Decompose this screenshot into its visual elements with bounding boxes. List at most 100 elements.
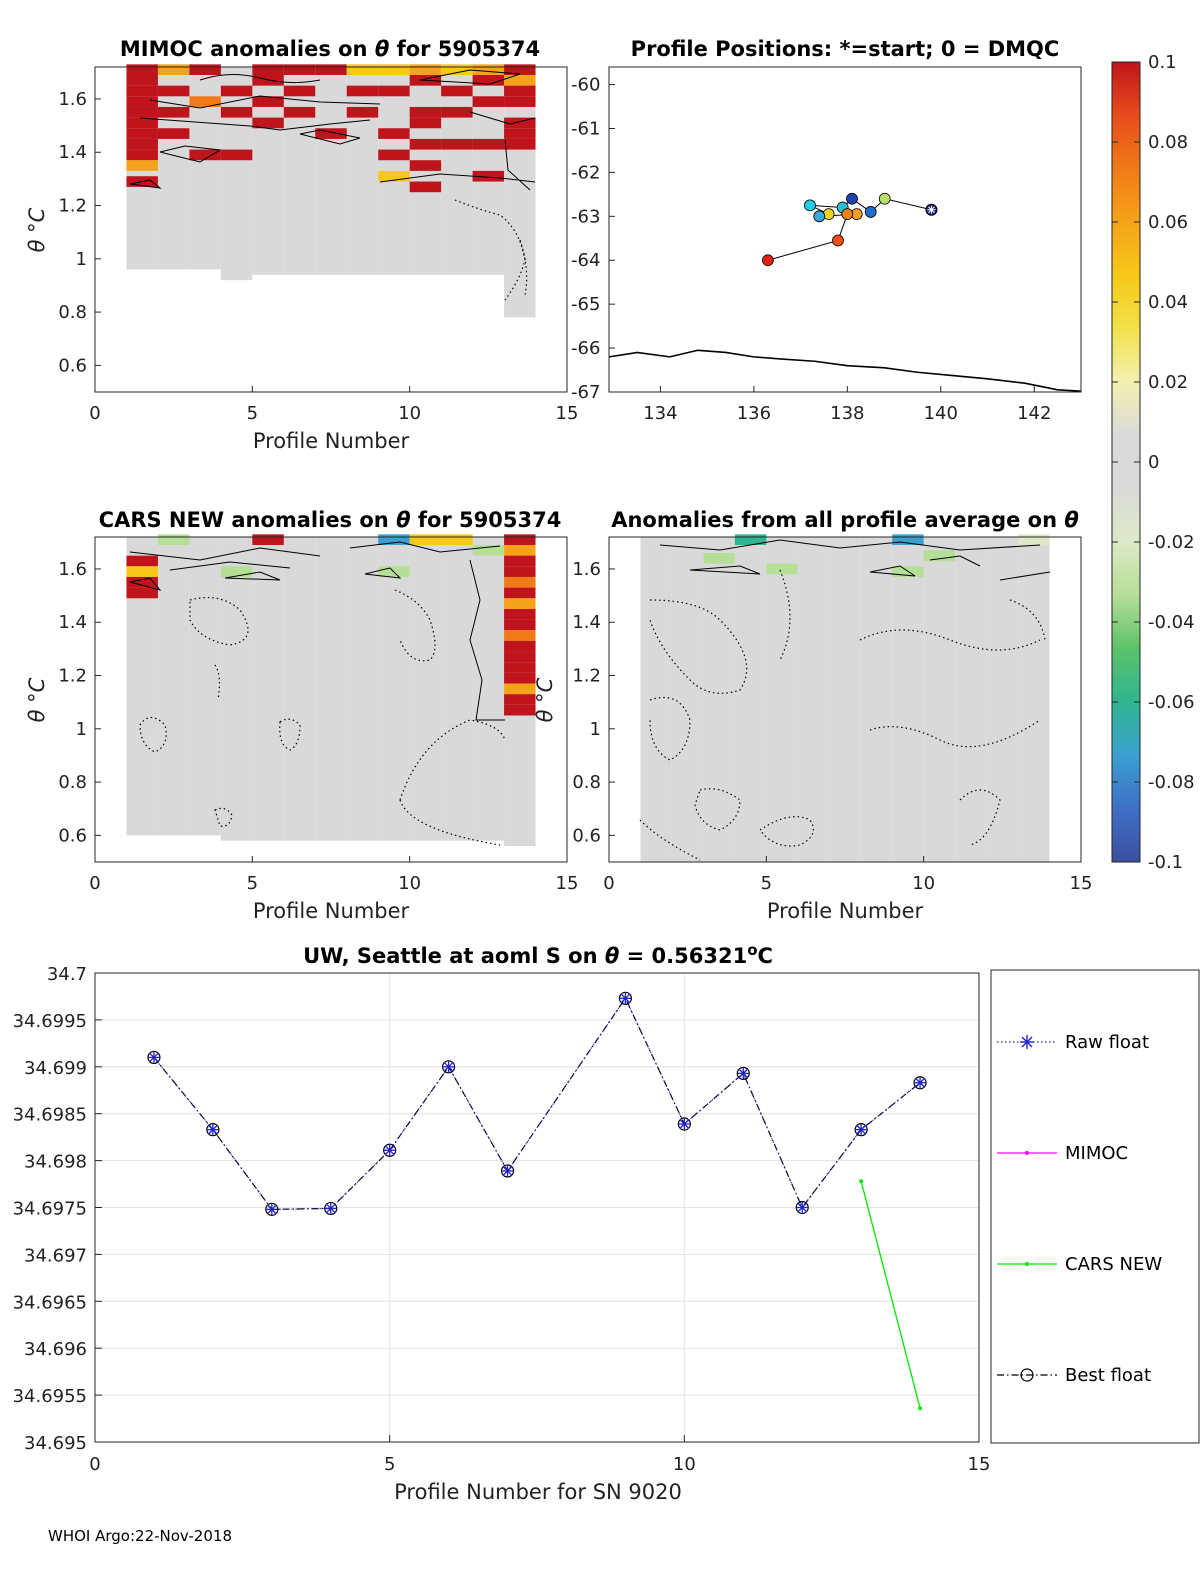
heatmap-warm-cell bbox=[157, 64, 190, 75]
heatmap-warm-cell bbox=[504, 544, 536, 556]
y-tick-label: -63 bbox=[571, 206, 600, 227]
heatmap-warm-cell bbox=[441, 85, 473, 97]
colorbar-tick-label: 0 bbox=[1148, 452, 1159, 473]
x-tick-label: 140 bbox=[924, 403, 958, 424]
average-ylabel: θ °C bbox=[533, 677, 557, 722]
line-series bbox=[147, 991, 927, 1411]
heatmap-column bbox=[252, 537, 284, 841]
heatmap-warm-cell bbox=[346, 85, 379, 97]
heatmap-warm-cell bbox=[504, 630, 536, 641]
heatmap-warm-cell bbox=[126, 106, 158, 118]
heatmap-column bbox=[441, 537, 473, 841]
footer-credit: WHOI Argo:22-Nov-2018 bbox=[48, 1527, 232, 1545]
cars-heatmap bbox=[126, 534, 536, 847]
y-tick-label: 34.696 bbox=[24, 1339, 87, 1360]
y-tick-label: -67 bbox=[571, 382, 600, 403]
average-axes-box bbox=[608, 536, 1082, 863]
y-tick-label: 1 bbox=[76, 719, 87, 740]
cars-new-point bbox=[859, 1179, 864, 1184]
colorbar-tick-label: 0.02 bbox=[1148, 372, 1188, 393]
y-tick-label: 0.8 bbox=[58, 772, 87, 793]
y-tick-label: 1.6 bbox=[58, 89, 87, 110]
track-line bbox=[767, 198, 932, 261]
x-tick-label: 10 bbox=[673, 1454, 696, 1475]
heatmap-warm-cell bbox=[378, 128, 410, 139]
average-anomaly-panel: Anomalies from all profile average on θ … bbox=[533, 508, 1092, 923]
heatmap-cool-cell bbox=[472, 544, 505, 556]
heatmap-column bbox=[157, 537, 190, 836]
colorbar-tick-label: 0.06 bbox=[1148, 212, 1188, 233]
cars-ylabel: θ °C bbox=[25, 677, 49, 722]
cars-xlabel: Profile Number bbox=[253, 899, 410, 923]
y-tick-label: 1 bbox=[590, 719, 601, 740]
y-tick-label: 1.2 bbox=[58, 196, 87, 217]
colorbar-tick-label: -0.1 bbox=[1148, 852, 1183, 873]
mimoc-dotted-contours bbox=[454, 199, 528, 301]
heatmap-column bbox=[315, 537, 347, 841]
heatmap-warm-cell bbox=[504, 566, 536, 577]
salinity-line-panel: UW, Seattle at aoml S on θ = 0.56321oC 3… bbox=[13, 941, 1200, 1504]
raw-float-point bbox=[265, 1203, 278, 1216]
heatmap-warm-cell bbox=[504, 85, 536, 97]
x-tick-label: 10 bbox=[398, 873, 421, 894]
heatmap-warm-cell bbox=[283, 85, 316, 97]
heatmap-warm-cell bbox=[504, 694, 536, 705]
y-tick-label: -65 bbox=[571, 294, 600, 315]
line-title: UW, Seattle at aoml S on θ = 0.56321oC bbox=[303, 941, 773, 968]
legend-raw-float-label: Raw float bbox=[1065, 1032, 1149, 1053]
heatmap-column bbox=[189, 537, 221, 836]
circle-icon bbox=[1020, 1368, 1034, 1382]
colorbar-ticks: 0.1 0.08 0.06 0.04 0.02 0 -0.02 -0.04 -0.06 -0.08… bbox=[1112, 52, 1195, 873]
y-tick-label: 34.6975 bbox=[13, 1199, 87, 1220]
cars-new-line bbox=[860, 1181, 921, 1409]
positions-y-ticks: -60 -61 -62 -63 -64 -65 -66 -67 bbox=[571, 75, 615, 403]
heatmap-warm-cell bbox=[409, 64, 442, 75]
raw-float-point bbox=[737, 1067, 750, 1080]
mimoc-xlabel: Profile Number bbox=[253, 429, 410, 453]
heatmap-column bbox=[766, 537, 798, 862]
y-tick-label: 34.697 bbox=[24, 1245, 87, 1266]
cars-y-ticks: 1.6 1.4 1.2 1 0.8 0.6 bbox=[58, 559, 101, 846]
mimoc-title: MIMOC anomalies on θ for 5905374 bbox=[120, 37, 540, 61]
heatmap-warm-cell bbox=[472, 74, 505, 86]
raw-float-point bbox=[855, 1123, 868, 1136]
cars-new-point bbox=[918, 1406, 923, 1411]
cars-title: CARS NEW anomalies on θ for 5905374 bbox=[99, 508, 562, 532]
average-heatmap bbox=[640, 534, 1050, 862]
mimoc-y-ticks: 1.6 1.4 1.2 1 0.8 0.6 bbox=[58, 89, 101, 376]
x-tick-label: 15 bbox=[968, 1454, 991, 1475]
raw-float-point bbox=[914, 1076, 927, 1089]
heatmap-warm-cell bbox=[472, 170, 505, 182]
heatmap-warm-cell bbox=[157, 128, 190, 139]
x-tick-label: 142 bbox=[1017, 403, 1051, 424]
heatmap-warm-cell bbox=[346, 106, 379, 118]
cars-axes-box bbox=[94, 536, 568, 863]
average-y-ticks: 1.6 1.4 1.2 1 0.8 0.6 bbox=[572, 559, 615, 846]
heatmap-column bbox=[315, 67, 347, 275]
profile-position-marker bbox=[841, 208, 854, 221]
heatmap-warm-cell bbox=[409, 138, 442, 150]
heatmap-warm-cell bbox=[126, 138, 158, 150]
x-tick-label: 0 bbox=[603, 873, 614, 894]
heatmap-cool-cell bbox=[378, 534, 410, 545]
heatmap-column bbox=[378, 537, 410, 841]
heatmap-warm-cell bbox=[220, 85, 253, 97]
heatmap-warm-cell bbox=[409, 181, 442, 193]
heatmap-column bbox=[892, 537, 924, 862]
y-tick-label: 1.2 bbox=[58, 666, 87, 687]
heatmap-warm-cell bbox=[126, 566, 158, 577]
heatmap-warm-cell bbox=[126, 85, 158, 97]
heatmap-column bbox=[346, 67, 379, 275]
x-tick-label: 5 bbox=[384, 1454, 395, 1475]
cars-contours bbox=[129, 541, 505, 721]
raw-float-point bbox=[796, 1201, 809, 1214]
heatmap-warm-cell bbox=[504, 117, 536, 129]
heatmap-warm-cell bbox=[220, 149, 253, 161]
heatmap-warm-cell bbox=[378, 85, 410, 97]
heatmap-column bbox=[734, 537, 767, 862]
heatmap-warm-cell bbox=[378, 64, 410, 75]
y-tick-label: 34.6995 bbox=[13, 1011, 87, 1032]
profile-position-marker bbox=[864, 206, 877, 218]
raw-float-point bbox=[383, 1144, 396, 1157]
colorbar-tick-label: -0.02 bbox=[1148, 532, 1195, 553]
